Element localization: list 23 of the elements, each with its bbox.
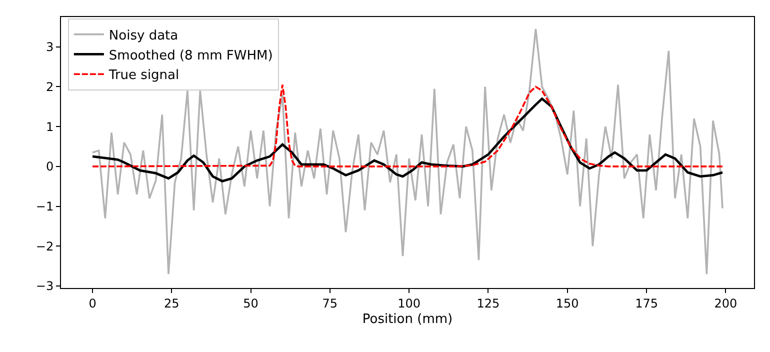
x-tick-label: 200 bbox=[714, 296, 738, 310]
x-tick-label: 175 bbox=[635, 296, 658, 310]
x-tick-label: 75 bbox=[322, 296, 338, 310]
x-tick-label: 0 bbox=[88, 296, 96, 310]
x-axis-title: Position (mm) bbox=[362, 312, 453, 327]
y-tick-label: 1 bbox=[46, 120, 54, 134]
y-tick-label: 3 bbox=[46, 40, 54, 54]
y-tick-label: −3 bbox=[36, 279, 54, 294]
legend-label: Smoothed (8 mm FWHM) bbox=[108, 48, 273, 64]
y-tick-label: −2 bbox=[36, 239, 54, 254]
x-tick-label: 25 bbox=[164, 296, 180, 310]
x-tick-label: 150 bbox=[556, 296, 579, 310]
y-tick-label: −1 bbox=[36, 200, 54, 214]
x-tick-label: 50 bbox=[243, 296, 258, 310]
x-tick-label: 100 bbox=[398, 296, 421, 310]
x-tick-label: 125 bbox=[476, 296, 500, 310]
y-tick-label: 2 bbox=[46, 80, 54, 94]
line-series bbox=[92, 28, 724, 275]
legend-label: Noisy data bbox=[108, 28, 178, 44]
line-series bbox=[92, 84, 724, 168]
y-tick-label: 0 bbox=[46, 160, 54, 174]
legend-label: True signal bbox=[108, 68, 180, 84]
line-series bbox=[91, 98, 724, 182]
